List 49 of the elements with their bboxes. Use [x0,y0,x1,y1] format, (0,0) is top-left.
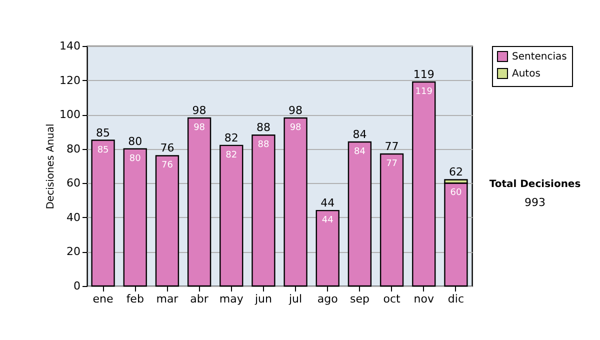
data-label: 60 [450,188,462,198]
data-label: 76 [161,160,174,171]
text: 993 [524,196,546,209]
data-label: 44 [322,216,334,226]
total-label: 88 [256,121,270,134]
total-label: 98 [288,104,303,117]
y-tick-label: 120 [60,74,80,87]
data-label: 98 [194,123,206,133]
legend-label: Sentencias [512,52,567,62]
total-label: 77 [384,140,399,153]
data-label: 85 [97,145,109,156]
data-label: 80 [129,154,142,164]
legend-label: Autos [512,68,540,80]
total-label: 119 [413,68,434,81]
y-tick-label: 140 [60,40,80,52]
y-tick-label: 0 [74,280,80,292]
x-tick-label: feb [126,292,144,306]
total-label: 82 [224,131,238,144]
x-tick-label: abr [190,292,209,306]
y-tick-label: 60 [66,176,80,190]
x-tick-label: jun [254,292,272,306]
x-tick-label: mar [156,292,179,306]
data-label: 119 [415,87,433,97]
y-tick-label: 20 [66,245,80,258]
total-label: 62 [448,166,463,179]
x-tick-label: dic [448,292,464,306]
x-tick-label: oct [383,292,402,306]
y-tick-label: 40 [66,210,80,224]
data-label: 77 [386,159,398,169]
data-label: 98 [290,123,302,133]
y-axis-title: Decisiones Anual [46,124,57,210]
total-label: 80 [128,134,142,148]
total-label: 44 [320,196,335,210]
data-label: 84 [354,147,366,157]
x-tick-label: ago [317,292,338,306]
y-tick-label: 80 [66,142,80,156]
y-tick-label: 100 [60,108,80,122]
x-tick-label: may [219,292,244,306]
x-tick-label: jul [288,292,302,306]
total-label: 85 [96,126,110,140]
x-tick-label: sep [350,292,370,306]
total-label: 84 [352,128,367,141]
total-label: 98 [192,104,206,117]
x-tick-label: nov [414,292,434,306]
data-label: 82 [226,150,238,160]
total-label: 76 [160,142,174,155]
x-tick-label: ene [92,292,114,306]
data-label: 88 [258,140,270,150]
text: Total Decisiones [489,179,581,190]
